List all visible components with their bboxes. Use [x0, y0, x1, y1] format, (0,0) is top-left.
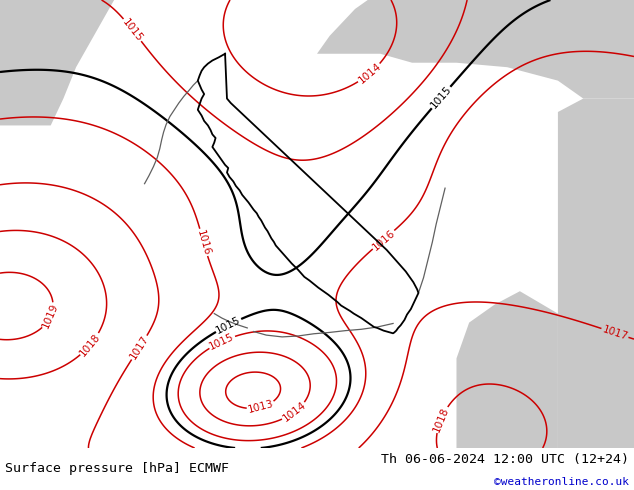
Text: 1014: 1014 — [356, 61, 383, 86]
Text: 1016: 1016 — [370, 227, 397, 252]
Text: 1013: 1013 — [247, 399, 275, 416]
Polygon shape — [558, 98, 634, 448]
Text: 1017: 1017 — [128, 334, 151, 362]
Text: 1016: 1016 — [195, 228, 212, 256]
Polygon shape — [456, 291, 558, 448]
Text: ©weatheronline.co.uk: ©weatheronline.co.uk — [494, 477, 629, 488]
Polygon shape — [285, 0, 634, 98]
Text: 1015: 1015 — [429, 84, 453, 111]
Text: Th 06-06-2024 12:00 UTC (12+24): Th 06-06-2024 12:00 UTC (12+24) — [381, 453, 629, 466]
Text: 1015: 1015 — [120, 17, 145, 44]
Text: 1019: 1019 — [41, 302, 60, 330]
Text: 1014: 1014 — [281, 400, 307, 424]
Text: Surface pressure [hPa] ECMWF: Surface pressure [hPa] ECMWF — [5, 462, 229, 475]
Text: 1018: 1018 — [431, 405, 451, 434]
Text: 1015: 1015 — [214, 315, 242, 336]
Text: 1017: 1017 — [601, 324, 629, 342]
Text: 1018: 1018 — [78, 331, 103, 358]
Polygon shape — [0, 0, 114, 125]
Text: 1015: 1015 — [208, 332, 236, 352]
